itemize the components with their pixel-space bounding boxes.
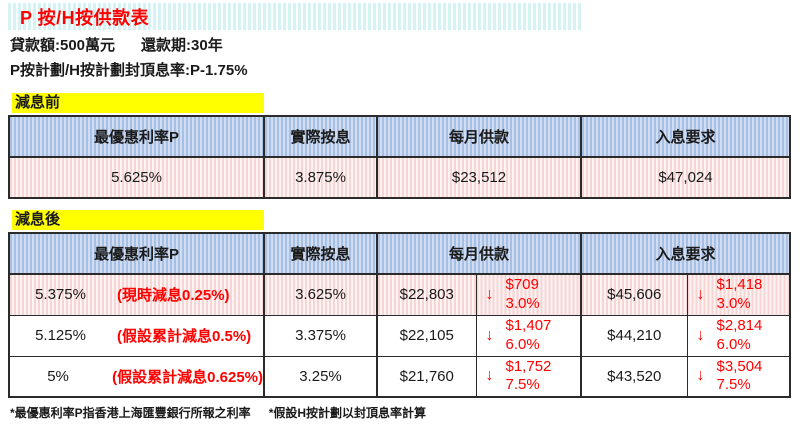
income-saving-percent: 3.0% bbox=[716, 294, 751, 312]
column-header-income-requirement: 入息要求 bbox=[580, 115, 791, 158]
prime-rate-note: (假設累計減息0.625%) bbox=[112, 368, 263, 386]
income-saving-percent: 6.0% bbox=[716, 335, 751, 353]
income-requirement-value: $45,606 bbox=[580, 273, 688, 316]
prime-rate-cell: 5.375% (現時減息0.25%) bbox=[8, 273, 265, 316]
actual-rate-value: 3.375% bbox=[263, 314, 378, 357]
income-requirement-value: $44,210 bbox=[580, 314, 688, 357]
monthly-saving-cell: ↓ $709 3.0% bbox=[475, 273, 582, 316]
income-requirement-value: $47,024 bbox=[580, 156, 791, 199]
monthly-saving-cell: ↓ $1,752 7.5% bbox=[475, 355, 582, 398]
table-after-rate-cut: 最優惠利率P 實際按息 每月供款 入息要求 5.375% (現時減息0.25%)… bbox=[8, 232, 792, 398]
title-bar: P 按/H按供款表 bbox=[8, 3, 582, 30]
income-saving-amount: $3,504 bbox=[716, 357, 763, 375]
prime-rate-note: (假設累計減息0.5%) bbox=[117, 328, 252, 345]
monthly-saving-amount: $1,752 bbox=[505, 357, 552, 375]
down-arrow-icon: ↓ bbox=[696, 285, 705, 303]
income-saving-amount: $1,418 bbox=[716, 276, 763, 293]
column-header-actual-rate: 實際按息 bbox=[263, 115, 378, 158]
income-saving-cell: ↓ $2,814 6.0% bbox=[686, 314, 791, 357]
table-row: 5% (假設累計減息0.625%) 3.25% $21,760 ↓ $1,752… bbox=[8, 355, 791, 398]
prime-rate-note: (現時減息0.25%) bbox=[117, 287, 230, 305]
loan-info-line: 貸款額:500萬元 還款期:30年 bbox=[10, 34, 800, 55]
actual-rate-value: 3.875% bbox=[263, 156, 378, 199]
table-row: 5.375% (現時減息0.25%) 3.625% $22,803 ↓ $709… bbox=[8, 273, 791, 316]
down-arrow-icon: ↓ bbox=[485, 326, 494, 344]
income-saving-cell: ↓ $1,418 3.0% bbox=[686, 273, 791, 316]
monthly-saving-percent: 3.0% bbox=[505, 294, 540, 312]
prime-rate-cell: 5.125% (假設累計減息0.5%) bbox=[8, 314, 265, 357]
table-before-rate-cut: 最優惠利率P 實際按息 每月供款 入息要求 5.625% 3.875% $23,… bbox=[8, 115, 791, 199]
column-header-monthly-payment: 每月供款 bbox=[375, 232, 582, 275]
loan-amount-label: 貸款額:500萬元 bbox=[10, 37, 116, 54]
column-header-prime-rate: 最優惠利率P bbox=[8, 232, 265, 275]
prime-rate-cell: 5% (假設累計減息0.625%) bbox=[8, 355, 265, 398]
income-saving-percent: 7.5% bbox=[716, 376, 751, 394]
monthly-payment-value: $22,803 bbox=[376, 273, 477, 316]
prime-rate-value: 5.375% bbox=[35, 286, 86, 304]
down-arrow-icon: ↓ bbox=[696, 367, 705, 385]
monthly-saving-percent: 6.0% bbox=[505, 335, 540, 353]
footnote-h-plan-assumption: *假設H按計劃以封頂息率計算 bbox=[268, 406, 427, 420]
down-arrow-icon: ↓ bbox=[485, 367, 494, 385]
monthly-payment-value: $23,512 bbox=[376, 156, 582, 199]
monthly-saving-amount: $1,407 bbox=[505, 316, 552, 334]
prime-rate-value: 5% bbox=[47, 367, 69, 385]
prime-rate-value: 5.125% bbox=[35, 327, 86, 344]
monthly-saving-amount: $709 bbox=[505, 276, 539, 293]
down-arrow-icon: ↓ bbox=[485, 285, 494, 303]
page-title: P 按/H按供款表 bbox=[20, 7, 150, 28]
table-row: 5.125% (假設累計減息0.5%) 3.375% $22,105 ↓ $1,… bbox=[8, 314, 791, 357]
actual-rate-value: 3.25% bbox=[263, 355, 378, 398]
cap-rate-line: P按計劃/H按計劃封頂息率:P-1.75% bbox=[10, 62, 248, 79]
footnotes: *最優惠利率P指香港上海匯豐銀行所報之利率*假設H按計劃以封頂息率計算 *資料來… bbox=[10, 404, 800, 431]
prime-rate-value: 5.625% bbox=[8, 156, 265, 199]
footnote-prime-rate-definition: *最優惠利率P指香港上海匯豐銀行所報之利率 bbox=[10, 406, 251, 420]
income-saving-amount: $2,814 bbox=[716, 316, 763, 334]
column-header-actual-rate: 實際按息 bbox=[263, 232, 378, 275]
column-header-prime-rate: 最優惠利率P bbox=[8, 115, 265, 158]
income-saving-cell: ↓ $3,504 7.5% bbox=[686, 355, 791, 398]
monthly-saving-cell: ↓ $1,407 6.0% bbox=[475, 314, 582, 357]
column-header-income-requirement: 入息要求 bbox=[580, 232, 791, 275]
column-header-monthly-payment: 每月供款 bbox=[376, 115, 582, 158]
monthly-payment-value: $22,105 bbox=[376, 314, 477, 357]
monthly-saving-percent: 7.5% bbox=[505, 376, 540, 394]
table-row: 5.625% 3.875% $23,512 $47,024 bbox=[8, 156, 791, 199]
actual-rate-value: 3.625% bbox=[263, 273, 378, 316]
section-label-after: 減息後 bbox=[12, 210, 264, 230]
repayment-period-label: 還款期:30年 bbox=[141, 37, 223, 54]
income-requirement-value: $43,520 bbox=[580, 355, 688, 398]
monthly-payment-value: $21,760 bbox=[376, 355, 477, 398]
down-arrow-icon: ↓ bbox=[696, 326, 705, 344]
section-label-before: 減息前 bbox=[12, 93, 264, 113]
